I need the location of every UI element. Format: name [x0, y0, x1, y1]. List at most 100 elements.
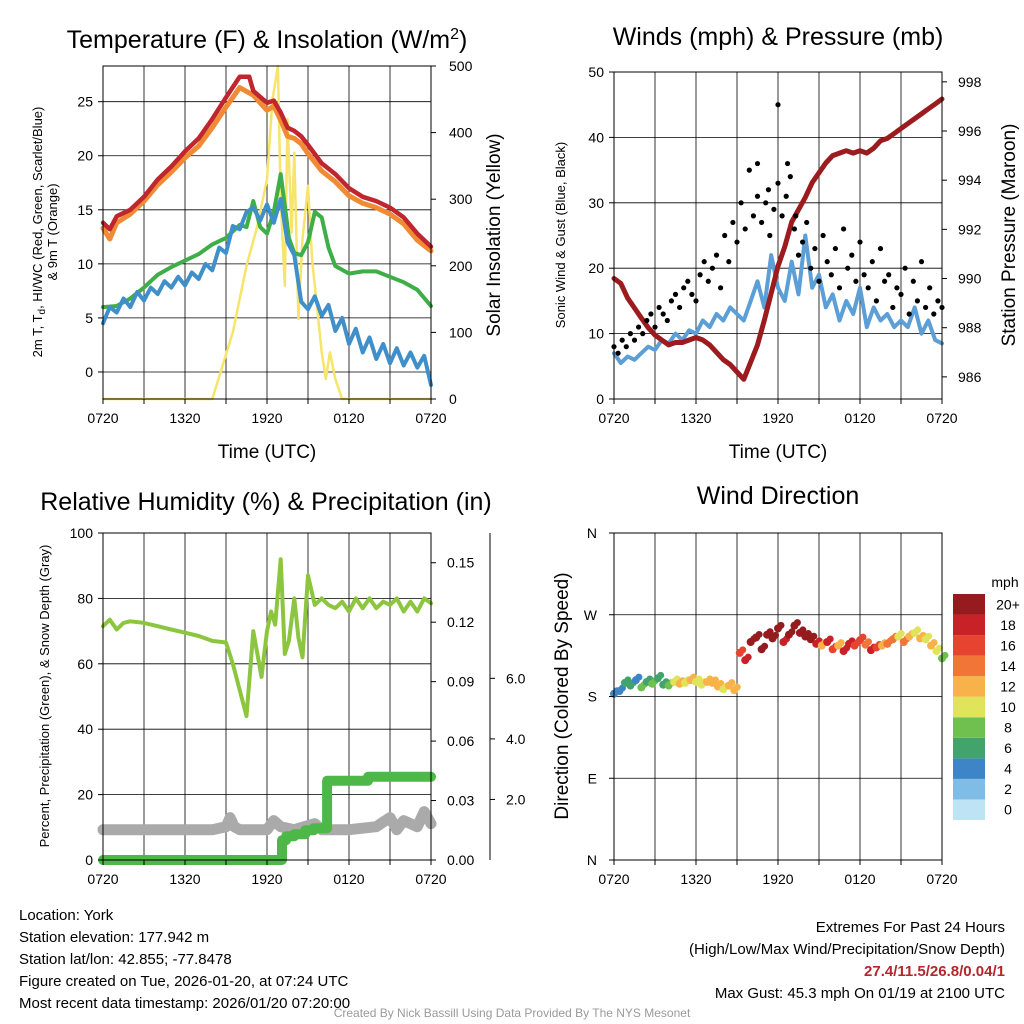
direction-point	[941, 651, 949, 659]
gust-point	[759, 219, 765, 226]
temperature-x-tick-label: 0720	[415, 410, 446, 426]
station-info: Location: York Station elevation: 177.94…	[19, 905, 350, 1015]
direction-y-tick-label: E	[588, 770, 597, 786]
direction-point	[914, 626, 922, 634]
wind-y-tick-label: 50	[588, 64, 604, 80]
wind-y-axis-title: Sonic Wind & Gust (Blue, Black)	[553, 142, 568, 328]
humidity-y-tick-label: 40	[77, 721, 93, 737]
gust-point	[722, 232, 728, 239]
legend-swatch	[953, 676, 985, 697]
solar-y2-tick-label: 300	[449, 191, 473, 207]
temperature-y-axis-title: 2m T, Td, HI/WC (Red, Green, Scarlet/Blu…	[30, 107, 48, 358]
direction-point	[755, 630, 763, 638]
speed-color-legend: 0 2 4 6 8 10 12 14 16 18 20+	[953, 594, 1020, 820]
gust-point	[808, 265, 814, 271]
station-location: Location: York	[19, 907, 114, 924]
wind-direction-panel: Wind Direction 0720 1320 1920 0120 0720NESWN…	[552, 482, 1020, 887]
humidity-y-tick-label: 0	[85, 852, 93, 868]
solar-y2-tick-label: 400	[449, 125, 473, 141]
gust-point	[648, 311, 654, 317]
wind-x-tick-label: 0720	[926, 410, 957, 426]
direction-point	[728, 679, 736, 687]
gust-point	[845, 265, 851, 271]
gust-point	[701, 259, 707, 265]
gust-point	[615, 350, 621, 356]
gust-point	[726, 259, 732, 265]
direction-y-tick-label: N	[587, 852, 597, 868]
wind-pressure-panel: Winds (mph) & Pressure (mb) 0720 1320 1920…	[553, 23, 1020, 463]
precip-y2-tick-label: 0.12	[447, 614, 474, 630]
legend-label: 18	[1000, 617, 1016, 633]
temperature-x-tick-label: 0120	[333, 410, 364, 426]
wind-gridlines	[613, 72, 943, 399]
direction-point	[624, 676, 632, 684]
direction-point	[788, 628, 796, 636]
legend-swatch	[953, 799, 985, 820]
snow-y2-tick-label: 6.0	[506, 670, 526, 686]
direction-point	[925, 632, 933, 640]
direction-point	[711, 676, 719, 684]
gust-point	[763, 200, 769, 206]
gust-point	[742, 226, 748, 232]
precip-y2-tick-label: 0.09	[447, 674, 474, 690]
direction-point	[799, 626, 807, 634]
direction-point	[744, 653, 752, 661]
gust-point	[746, 167, 752, 173]
gust-point	[619, 337, 625, 343]
gust-point	[935, 298, 941, 304]
legend-swatch	[953, 758, 985, 779]
gust-point	[828, 272, 834, 278]
gust-point	[824, 259, 830, 265]
gust-point	[910, 278, 916, 284]
gust-point	[902, 265, 908, 271]
gust-point	[804, 219, 810, 226]
gust-point	[931, 311, 937, 317]
legend-label: 10	[1000, 699, 1016, 715]
series-2m-t	[100, 74, 434, 249]
direction-x-tick-label: 0720	[926, 871, 957, 887]
gust-point	[836, 285, 843, 291]
snow-y2-tick-label: 4.0	[506, 731, 526, 747]
humidity-y-tick-label: 60	[77, 656, 93, 672]
humidity-y-tick-label: 100	[70, 525, 94, 541]
humidity-precip-panel: Relative Humidity (%) & Precipitation (i…	[37, 488, 526, 887]
direction-point	[936, 644, 944, 652]
wind-x-tick-label: 0120	[844, 410, 875, 426]
legend-label: 0	[1004, 802, 1012, 818]
temperature-x-tick-label: 1320	[169, 410, 200, 426]
legend-label: 14	[1000, 658, 1016, 674]
wind-y-tick-label: 10	[588, 326, 604, 342]
speed-legend-title: mph	[991, 574, 1018, 590]
data-timestamp: Most recent data timestamp: 2026/01/20 0…	[19, 995, 351, 1012]
precip-y2-tick-label: 0.15	[447, 555, 474, 571]
solar-y2-tick-label: 200	[449, 258, 473, 274]
figure-created: Figure created on Tue, 2026-01-20, at 07…	[19, 973, 349, 990]
gust-point	[640, 331, 646, 337]
legend-swatch	[953, 696, 985, 718]
direction-point	[733, 683, 741, 691]
station-latlon: Station lat/lon: 42.855; -77.8478	[19, 951, 232, 968]
gust-point	[713, 252, 720, 258]
gust-point	[853, 278, 859, 284]
direction-point	[717, 680, 725, 688]
direction-y-axis-title: Direction (Colored By Speed)	[552, 572, 573, 819]
humidity-x-tick-label: 0720	[87, 871, 118, 887]
wind-panel-title: Winds (mph) & Pressure (mb)	[613, 23, 944, 51]
legend-swatch	[953, 655, 985, 677]
solar-y-axis-title: Solar Insolation (Yellow)	[484, 133, 505, 336]
gust-point	[685, 278, 691, 284]
legend-swatch	[953, 717, 985, 738]
gust-point	[681, 285, 687, 291]
solar-y2-tick-label: 100	[449, 324, 473, 340]
gust-point	[898, 291, 904, 297]
gust-point	[689, 291, 695, 297]
legend-swatch	[953, 635, 985, 656]
gust-point	[795, 252, 802, 258]
humidity-y-tick-label: 20	[77, 787, 93, 803]
gust-point	[800, 239, 806, 245]
temperature-x-tick-label: 1920	[251, 410, 282, 426]
gust-point	[672, 291, 679, 297]
precip-y2-tick-label: 0.03	[447, 793, 474, 809]
gust-point	[906, 311, 912, 317]
gust-point	[861, 272, 867, 278]
